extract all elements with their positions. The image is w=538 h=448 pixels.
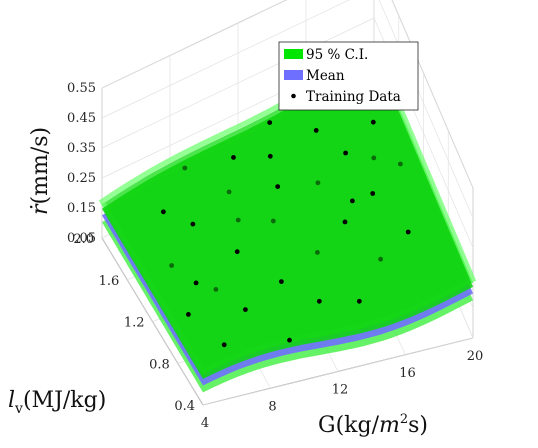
training-point bbox=[315, 180, 321, 186]
z-tick-label: 0.25 bbox=[67, 171, 96, 186]
training-point bbox=[279, 279, 284, 284]
training-point bbox=[378, 256, 383, 262]
ci-surface-core bbox=[102, 53, 473, 379]
training-point bbox=[213, 287, 219, 292]
training-point bbox=[221, 342, 227, 348]
training-point bbox=[342, 219, 348, 225]
x-tick-label: 12 bbox=[332, 383, 349, 398]
z-tick-label: 0.15 bbox=[67, 201, 96, 216]
y-tick-label: 1.2 bbox=[124, 316, 145, 331]
training-point bbox=[267, 120, 273, 125]
training-point bbox=[356, 298, 362, 304]
x-tick-label: 20 bbox=[467, 349, 484, 364]
legend: 95 % C.I. Mean Training Data bbox=[278, 41, 419, 111]
grid-line bbox=[202, 337, 474, 406]
x-tick-label: 16 bbox=[399, 366, 416, 381]
z-tick-label: 0.35 bbox=[67, 141, 96, 156]
x-tick-label: 4 bbox=[201, 416, 209, 431]
training-point bbox=[405, 229, 411, 235]
training-point bbox=[231, 155, 236, 160]
training-point bbox=[243, 307, 248, 312]
y-tick-label: 1.6 bbox=[99, 274, 120, 289]
training-point bbox=[313, 127, 319, 133]
training-point bbox=[316, 298, 322, 304]
training-points bbox=[161, 66, 411, 348]
training-point bbox=[275, 184, 281, 190]
z-tick-label: 0.55 bbox=[67, 81, 96, 96]
legend-label-mean: Mean bbox=[306, 68, 345, 84]
training-point bbox=[370, 191, 376, 196]
training-point bbox=[193, 280, 199, 286]
training-point bbox=[190, 221, 196, 227]
training-point bbox=[226, 189, 232, 195]
z-axis-label: ṙ(mm/s) bbox=[28, 127, 53, 215]
training-point bbox=[169, 263, 175, 268]
legend-swatch-mean bbox=[284, 70, 303, 80]
z-tick-label: 0.45 bbox=[67, 111, 96, 126]
x-tick-label: 8 bbox=[268, 399, 276, 414]
x-axis-label: G(kg/m2s) bbox=[318, 412, 428, 438]
training-point bbox=[315, 250, 320, 255]
training-point bbox=[343, 150, 348, 156]
legend-swatch-ci bbox=[284, 49, 303, 59]
tick-labels: 0.05 0.15 0.25 0.35 0.45 0.55 0.4 0.8 1.2 1.6 2.0 4… bbox=[67, 81, 483, 431]
y-tick-label: 0.8 bbox=[149, 357, 170, 372]
y-axis-label: lv(MJ/kg) bbox=[8, 388, 106, 417]
y-tick-label: 2.0 bbox=[73, 232, 94, 247]
training-point bbox=[370, 119, 376, 125]
training-point bbox=[235, 217, 241, 223]
training-point bbox=[371, 155, 377, 161]
training-point bbox=[182, 165, 188, 171]
training-point bbox=[161, 209, 166, 215]
training-point bbox=[186, 312, 191, 317]
legend-label-ci: 95 % C.I. bbox=[306, 47, 368, 63]
training-point bbox=[287, 337, 292, 343]
training-point bbox=[398, 161, 403, 167]
training-point bbox=[350, 198, 355, 204]
training-point bbox=[267, 153, 273, 159]
surfaces bbox=[98, 41, 477, 393]
training-point bbox=[270, 218, 276, 224]
y-tick-label: 0.4 bbox=[174, 399, 195, 414]
legend-marker-points bbox=[291, 93, 296, 99]
legend-label-points: Training Data bbox=[306, 89, 401, 105]
z-tick-label: 0.05 bbox=[67, 231, 96, 246]
training-point bbox=[234, 249, 240, 255]
